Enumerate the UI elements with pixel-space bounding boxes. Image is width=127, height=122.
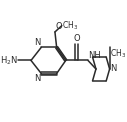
Text: N: N	[34, 74, 40, 83]
Text: O: O	[55, 22, 62, 31]
Text: N: N	[110, 64, 117, 73]
Text: O: O	[73, 34, 80, 43]
Text: H$_2$N: H$_2$N	[0, 54, 18, 67]
Text: NH: NH	[89, 51, 101, 60]
Text: N: N	[34, 38, 40, 47]
Text: CH$_3$: CH$_3$	[62, 19, 78, 32]
Text: CH$_3$: CH$_3$	[110, 47, 126, 60]
